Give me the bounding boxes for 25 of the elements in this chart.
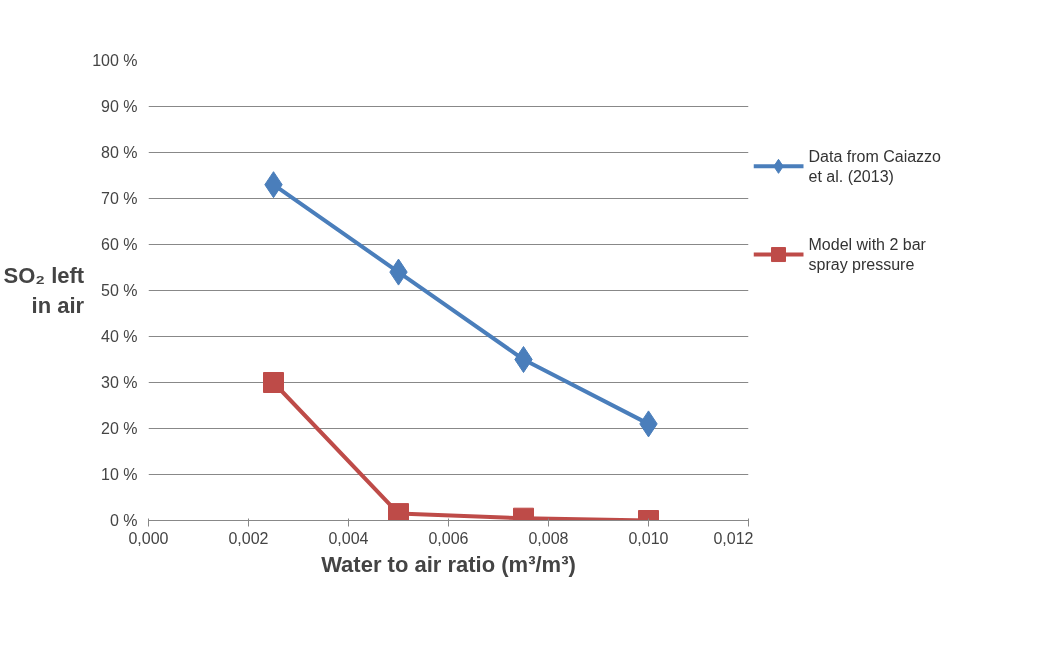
x-tick-label: 0,000	[128, 529, 169, 547]
x-tick-label: 0,012	[713, 529, 754, 547]
x-tick-label: 0,006	[428, 529, 469, 547]
y-tick-label: 30 %	[101, 374, 138, 391]
x-axis-title: Water to air ratio (m³/m³)	[321, 551, 576, 577]
y-tick-label: 40 %	[101, 328, 138, 345]
y-tick-label: 20 %	[101, 420, 138, 437]
x-tick-label: 0,002	[228, 529, 269, 547]
point	[514, 346, 533, 373]
y-tick-label: 50 %	[101, 282, 138, 299]
y-axis-title: SO₂ left in air	[3, 263, 85, 318]
x-tick-label: 0,008	[528, 529, 569, 547]
y-tick-label: 70 %	[101, 190, 138, 207]
legend-label: Model with 2 bar spray pressure	[808, 235, 927, 274]
y-tick-label: 0 %	[109, 512, 138, 529]
y-tick-label: 80 %	[101, 144, 138, 161]
y-tick-label: 60 %	[101, 236, 138, 253]
legend-label: Data from Caiazzo et al. (2013)	[808, 147, 942, 186]
y-tick-label: 100 %	[92, 52, 138, 69]
y-tick-label: 90 %	[101, 98, 138, 115]
point	[388, 503, 409, 521]
point	[263, 372, 284, 393]
x-tick-label: 0,010	[628, 529, 669, 547]
x-tick-label: 0,004	[328, 529, 369, 547]
y-tick-label: 10 %	[101, 466, 138, 483]
